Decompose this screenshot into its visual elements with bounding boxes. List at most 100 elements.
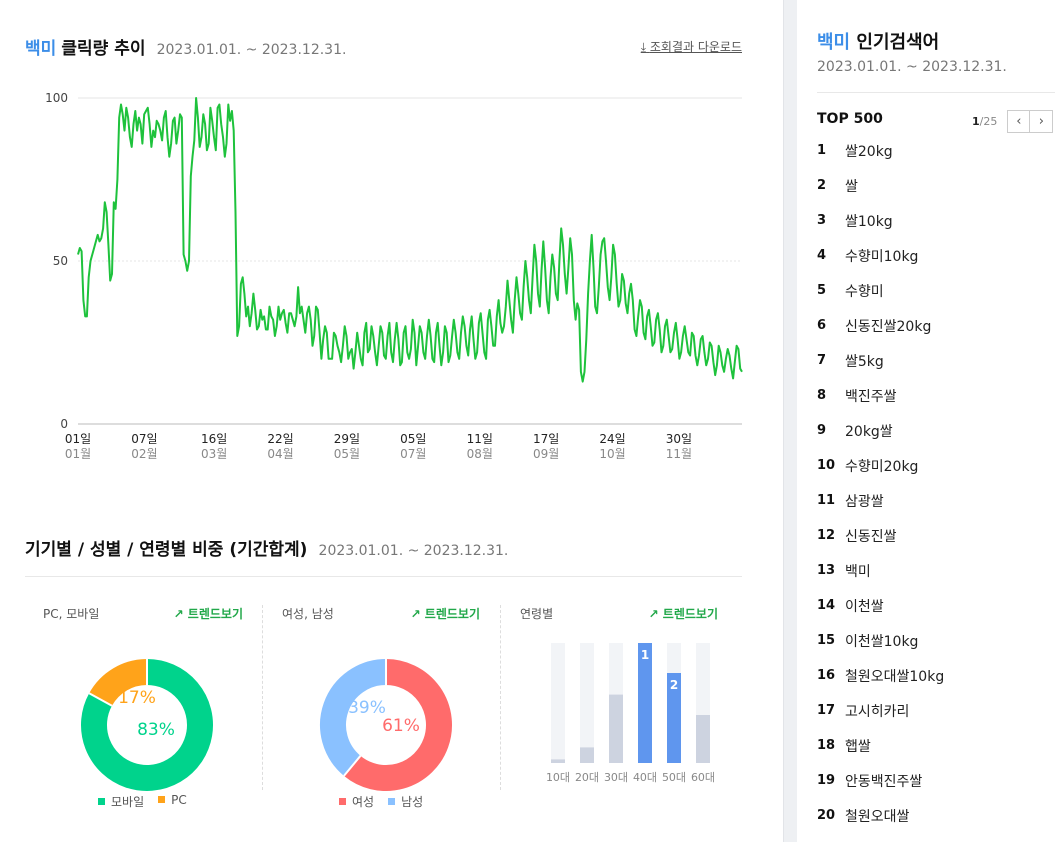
- rank-keyword: 신동진쌀20kg: [845, 318, 932, 335]
- rank-item[interactable]: 14 이천쌀: [817, 588, 1047, 623]
- rank-keyword: 쌀20kg: [845, 143, 893, 160]
- donut-pct-label: 39%: [348, 698, 386, 718]
- panel-separator: [500, 605, 501, 790]
- click-trend-header: 백미 클릭량 추이 2023.01.01. ~ 2023.12.31. ⤓ 조회…: [25, 34, 742, 62]
- donut-slice-1: [89, 659, 148, 707]
- top-label: TOP 500: [817, 111, 883, 127]
- x-tick-month-label: 03월: [201, 447, 227, 461]
- rank-number: 12: [817, 528, 836, 543]
- sidebar-title-text: 인기검색어: [856, 32, 940, 53]
- gender-trend-button[interactable]: ↗ 트렌드보기: [411, 605, 480, 622]
- rank-item[interactable]: 4 수향미10kg: [817, 238, 1047, 273]
- rank-item[interactable]: 1 쌀20kg: [817, 133, 1047, 168]
- age-bar: [696, 715, 710, 763]
- rank-number: 11: [817, 493, 836, 508]
- x-tick-month-label: 08월: [467, 447, 493, 461]
- y-tick-label: 50: [53, 254, 68, 268]
- rank-item[interactable]: 5 수향미: [817, 273, 1047, 308]
- age-trend-button[interactable]: ↗ 트렌드보기: [649, 605, 718, 622]
- x-tick-month-label: 01월: [65, 447, 91, 461]
- rank-item[interactable]: 9 20kg쌀: [817, 413, 1047, 448]
- x-tick-day-label: 22일: [267, 432, 293, 446]
- x-tick-day-label: 29일: [334, 432, 360, 446]
- age-bar-category-label: 20대: [575, 771, 599, 784]
- age-bar-rank-label: 1: [641, 648, 649, 662]
- rank-keyword: 이천쌀: [845, 598, 884, 615]
- pager: 1/25 ‹ ›: [972, 110, 1054, 133]
- age-bar: [580, 747, 594, 763]
- rank-item[interactable]: 6 신동진쌀20kg: [817, 308, 1047, 343]
- donut-gap: [343, 755, 362, 777]
- page-current: 1: [972, 115, 980, 128]
- rank-keyword: 수향미20kg: [845, 458, 919, 475]
- rank-item[interactable]: 7 쌀5kg: [817, 343, 1047, 378]
- rank-keyword: 20kg쌀: [845, 423, 893, 440]
- rank-keyword: 쌀5kg: [845, 353, 884, 370]
- legend-item-male: 남성: [388, 793, 423, 810]
- rank-number: 4: [817, 248, 827, 263]
- rank-item[interactable]: 15 이천쌀10kg: [817, 623, 1047, 658]
- trend-icon: ↗: [173, 607, 188, 621]
- sidebar-title: 백미 인기검색어: [817, 28, 939, 54]
- x-tick-day-label: 01일: [65, 432, 91, 446]
- rank-number: 5: [817, 283, 827, 298]
- device-donut-chart: 83% 17%: [81, 659, 213, 791]
- rank-keyword: 쌀: [845, 178, 858, 195]
- panel-separator: [262, 605, 263, 790]
- legend-swatch-male: [388, 798, 396, 805]
- age-panel-title: 연령별: [520, 607, 554, 621]
- rank-item[interactable]: 8 백진주쌀: [817, 378, 1047, 413]
- rank-number: 18: [817, 738, 836, 753]
- rank-item[interactable]: 12 신동진쌀: [817, 518, 1047, 553]
- age-bar-rank-label: 2: [670, 678, 678, 692]
- rank-number: 19: [817, 773, 836, 788]
- panel-divider: [783, 0, 797, 842]
- next-page-button[interactable]: ›: [1030, 110, 1054, 133]
- device-trend-button[interactable]: ↗ 트렌드보기: [174, 605, 243, 622]
- rank-item[interactable]: 13 백미: [817, 553, 1047, 588]
- gender-panel: 여성, 남성 ↗ 트렌드보기 61% 39% 여성 남성: [282, 605, 480, 809]
- legend-swatch-pc: [158, 796, 166, 803]
- popular-keywords-sidebar: 백미 인기검색어 2023.01.01. ~ 2023.12.31. TOP 5…: [797, 0, 1062, 842]
- device-panel: PC, 모바일 ↗ 트렌드보기 83% 17% 모바일 PC: [43, 605, 243, 809]
- rank-item[interactable]: 16 철원오대쌀10kg: [817, 658, 1047, 693]
- age-panel: 연령별 ↗ 트렌드보기 10대 20대 30대 1 40대 2 50대 60대: [520, 605, 718, 805]
- rank-number: 20: [817, 808, 836, 823]
- rank-keyword: 신동진쌀: [845, 528, 897, 545]
- age-bar: [609, 694, 623, 763]
- page-total: /25: [979, 115, 998, 128]
- rank-keyword: 고시히카리: [845, 703, 910, 720]
- ratio-section-title: 기기별 / 성별 / 연령별 비중 (기간합계): [25, 540, 308, 560]
- device-legend: 모바일 PC: [98, 793, 187, 810]
- rank-item[interactable]: 3 쌀10kg: [817, 203, 1047, 238]
- rank-keyword: 철원오대쌀10kg: [845, 668, 945, 685]
- donut-slice-0: [81, 659, 213, 791]
- rank-keyword: 수향미: [845, 283, 884, 300]
- rank-item[interactable]: 20 철원오대쌀: [817, 798, 1047, 833]
- x-tick-day-label: 17일: [533, 432, 559, 446]
- rank-item[interactable]: 17 고시히카리: [817, 693, 1047, 728]
- rank-item[interactable]: 10 수향미20kg: [817, 448, 1047, 483]
- donut-pct-label: 83%: [137, 720, 175, 740]
- rank-number: 8: [817, 388, 827, 403]
- rank-item[interactable]: 18 햅쌀: [817, 728, 1047, 763]
- legend-swatch-female: [339, 798, 346, 805]
- x-tick-day-label: 24일: [599, 432, 625, 446]
- age-bar: [667, 673, 681, 763]
- rank-item[interactable]: 19 안동백진주쌀: [817, 763, 1047, 798]
- rank-number: 14: [817, 598, 836, 613]
- age-bar: [551, 759, 565, 763]
- rank-number: 16: [817, 668, 836, 683]
- sidebar-date-range: 2023.01.01. ~ 2023.12.31.: [817, 59, 1007, 75]
- x-tick-day-label: 11일: [467, 432, 493, 446]
- age-bar-track: [551, 643, 565, 763]
- legend-item-pc: PC: [158, 793, 187, 810]
- sidebar-keyword: 백미: [817, 32, 851, 53]
- device-panel-title: PC, 모바일: [43, 607, 100, 621]
- trend-icon: ↗: [648, 607, 663, 621]
- download-button[interactable]: ⤓ 조회결과 다운로드: [641, 38, 742, 55]
- prev-page-button[interactable]: ‹: [1007, 110, 1031, 133]
- rank-item[interactable]: 11 삼광쌀: [817, 483, 1047, 518]
- rank-keyword: 백진주쌀: [845, 388, 897, 405]
